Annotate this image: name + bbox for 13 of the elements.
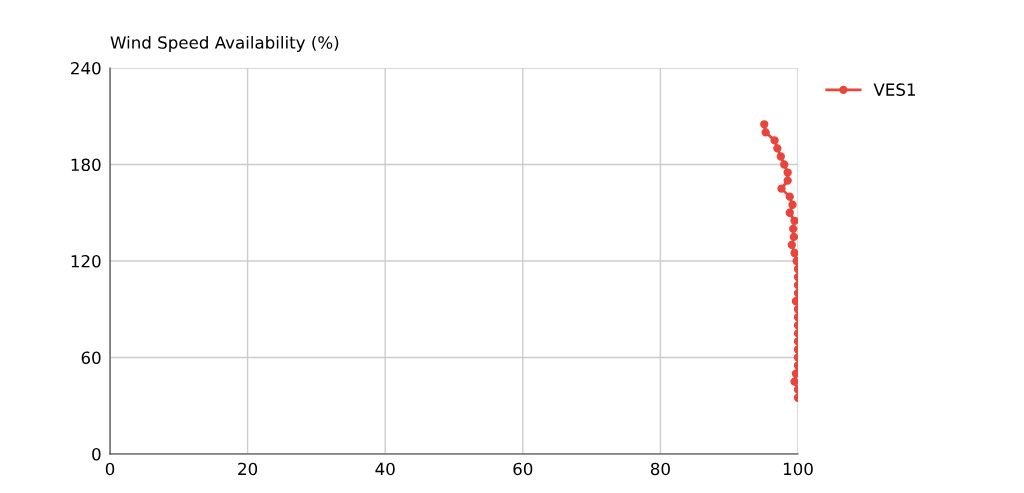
x-tick-label: 0 [105, 462, 115, 476]
x-tick-label: 60 [513, 462, 533, 476]
x-tick-label: 20 [238, 462, 258, 476]
y-tick-label: 60 [81, 351, 101, 365]
x-tick-label: 80 [650, 462, 670, 476]
x-tick-label: 40 [375, 462, 395, 476]
x-tick-label: 100 [783, 462, 813, 476]
y-tick-label: 180 [71, 158, 101, 172]
chart-title: Wind Speed Availability (%) [110, 35, 339, 53]
y-tick-label: 240 [71, 61, 101, 75]
y-tick-label: 0 [92, 447, 101, 461]
y-tick-label: 120 [71, 254, 101, 268]
legend-label: VES1 [873, 83, 915, 96]
